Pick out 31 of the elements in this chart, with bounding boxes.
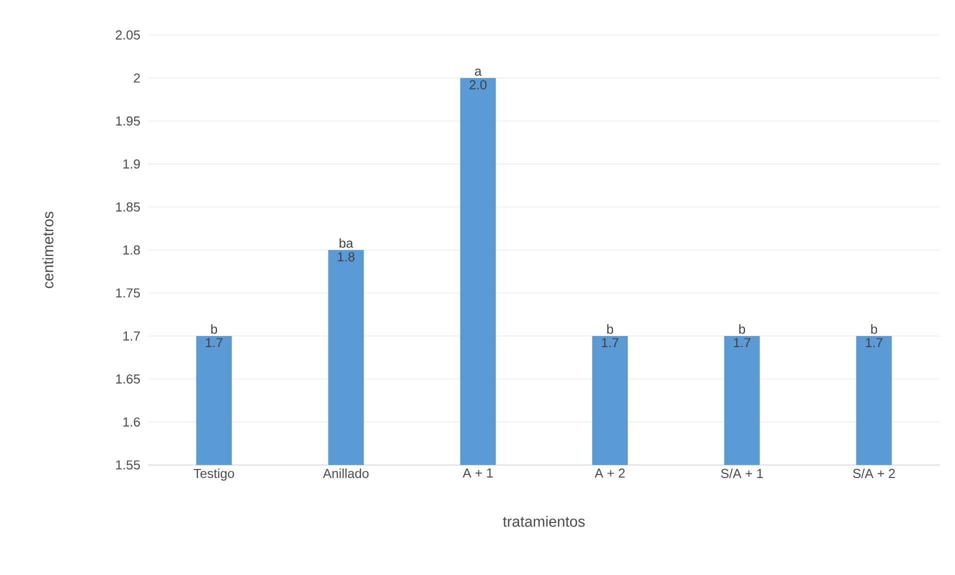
annotation: b [211,324,218,334]
y-tick-label: 1.6 [123,417,140,427]
annotation: b [607,324,614,334]
y-tick-label: 1.75 [116,288,140,298]
annotation: b [871,324,878,334]
y-tick-label: 2 [134,73,140,83]
data-label: 2.0 [470,80,487,90]
y-tick-label: 2.05 [116,30,140,40]
annotation: ba [340,238,354,248]
data-label: 1.7 [602,338,618,348]
y-axis-title: centimetros [42,212,54,288]
x-tick-label: Testigo [194,468,234,481]
y-tick-label: 1.9 [123,159,140,169]
x-tick-label: S/A + 1 [721,468,763,478]
data-label: 1.8 [338,252,354,262]
annotation: a [474,68,482,76]
x-tick-label: Anillado [322,468,369,478]
y-tick-label: 1.95 [116,116,140,126]
data-label: 1.7 [734,338,750,348]
data-label: 1.7 [206,338,222,348]
x-axis-title: tratamientos [502,516,585,527]
y-tick-label: 1.85 [116,202,140,212]
y-tick-label: 1.8 [123,245,140,255]
data-label: 1.7 [866,338,882,348]
x-tick-label: S/A + 2 [853,468,895,478]
y-tick-label: 1.55 [116,460,140,470]
x-tick-label: A + 1 [462,468,493,478]
y-tick-label: 1.7 [123,332,140,340]
y-tick-label: 1.65 [116,374,140,384]
annotation: b [739,324,746,334]
x-tick-label: A + 2 [594,468,625,478]
